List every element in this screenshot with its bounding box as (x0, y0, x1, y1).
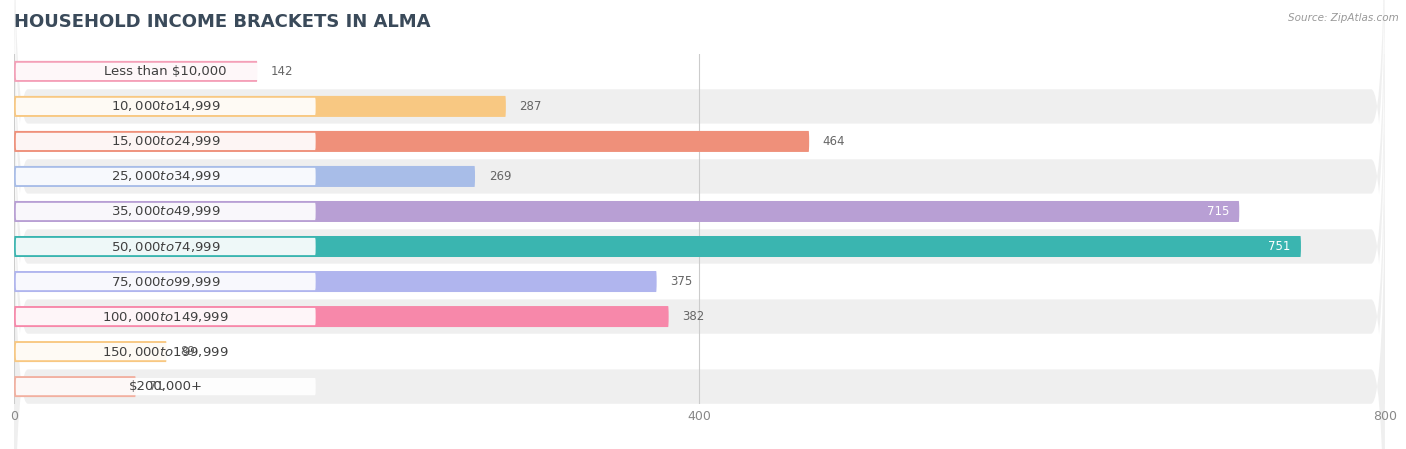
Text: $75,000 to $99,999: $75,000 to $99,999 (111, 274, 221, 289)
FancyBboxPatch shape (14, 96, 506, 117)
FancyBboxPatch shape (14, 0, 1385, 449)
Text: $10,000 to $14,999: $10,000 to $14,999 (111, 99, 221, 114)
FancyBboxPatch shape (14, 341, 166, 362)
FancyBboxPatch shape (15, 168, 315, 185)
FancyBboxPatch shape (14, 18, 1385, 449)
Text: Source: ZipAtlas.com: Source: ZipAtlas.com (1288, 13, 1399, 23)
FancyBboxPatch shape (14, 53, 1385, 449)
FancyBboxPatch shape (15, 308, 315, 325)
Text: 287: 287 (520, 100, 541, 113)
FancyBboxPatch shape (15, 203, 315, 220)
FancyBboxPatch shape (15, 238, 315, 255)
FancyBboxPatch shape (14, 271, 657, 292)
Text: 269: 269 (489, 170, 512, 183)
Text: 89: 89 (180, 345, 195, 358)
FancyBboxPatch shape (14, 201, 1239, 222)
Text: 715: 715 (1206, 205, 1229, 218)
Text: 375: 375 (671, 275, 693, 288)
FancyBboxPatch shape (14, 0, 1385, 405)
Text: HOUSEHOLD INCOME BRACKETS IN ALMA: HOUSEHOLD INCOME BRACKETS IN ALMA (14, 13, 430, 31)
FancyBboxPatch shape (15, 98, 315, 115)
FancyBboxPatch shape (15, 63, 315, 80)
Text: 751: 751 (1268, 240, 1291, 253)
FancyBboxPatch shape (14, 131, 810, 152)
FancyBboxPatch shape (14, 306, 669, 327)
Text: $25,000 to $34,999: $25,000 to $34,999 (111, 169, 221, 184)
Text: $35,000 to $49,999: $35,000 to $49,999 (111, 204, 221, 219)
FancyBboxPatch shape (14, 61, 257, 82)
Text: $100,000 to $149,999: $100,000 to $149,999 (103, 309, 229, 324)
Text: $200,000+: $200,000+ (129, 380, 202, 393)
FancyBboxPatch shape (15, 273, 315, 290)
FancyBboxPatch shape (14, 123, 1385, 449)
FancyBboxPatch shape (14, 0, 1385, 440)
FancyBboxPatch shape (14, 0, 1385, 449)
FancyBboxPatch shape (15, 378, 315, 395)
Text: $15,000 to $24,999: $15,000 to $24,999 (111, 134, 221, 149)
FancyBboxPatch shape (14, 0, 1385, 370)
Text: Less than $10,000: Less than $10,000 (104, 65, 226, 78)
FancyBboxPatch shape (15, 133, 315, 150)
FancyBboxPatch shape (14, 376, 136, 397)
Text: 382: 382 (682, 310, 704, 323)
Text: 142: 142 (271, 65, 294, 78)
FancyBboxPatch shape (14, 236, 1301, 257)
FancyBboxPatch shape (14, 166, 475, 187)
Text: $50,000 to $74,999: $50,000 to $74,999 (111, 239, 221, 254)
FancyBboxPatch shape (14, 88, 1385, 449)
Text: 71: 71 (149, 380, 165, 393)
Text: $150,000 to $199,999: $150,000 to $199,999 (103, 344, 229, 359)
Text: 464: 464 (823, 135, 845, 148)
FancyBboxPatch shape (14, 0, 1385, 335)
FancyBboxPatch shape (15, 343, 315, 360)
